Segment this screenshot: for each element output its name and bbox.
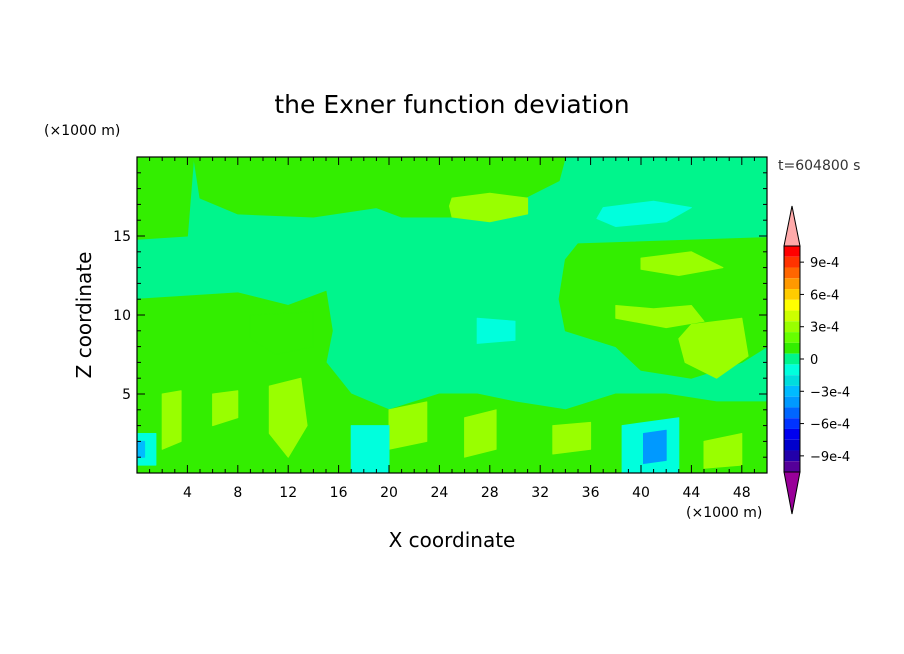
colorbar: 9e-4 6e-4 3e-4 0 −3e-4 −6e-4 −9e-4 [783,205,850,515]
y-axis-label: Z coordinate [72,252,96,379]
colorbar-label: 3e-4 [810,321,839,336]
contour-region-1 [449,192,529,223]
x-tick-label: 8 [233,485,242,501]
x-tick-label: 24 [430,485,448,501]
colorbar-swatch [784,256,800,268]
chart-title: the Exner function deviation [274,90,629,119]
contour-region-8 [137,157,195,240]
contour-region-2 [596,200,692,227]
colorbar-swatch [784,407,800,419]
x-tick-label: 40 [632,485,650,501]
colorbar-swatch [784,267,800,279]
colorbar-label: 6e-4 [810,288,839,303]
x-tick-label: 32 [531,485,549,501]
contour-region-6 [678,317,749,379]
colorbar-swatch [784,418,800,429]
colorbar-swatch [784,385,800,397]
colorbar-swatch [784,353,800,365]
x-tick-label: 20 [380,485,398,501]
colorbar-swatch [784,246,800,257]
x-axis-label: X coordinate [389,528,516,552]
y-tick-label: 15 [113,229,131,245]
colorbar-swatch [784,396,800,408]
contour-region-4 [640,251,724,276]
contour-region-16 [552,421,592,455]
x-tick-label: 44 [682,485,700,501]
y-tick-label: 5 [122,387,131,403]
contour-region-7 [476,317,516,344]
contour-region-14 [388,401,428,450]
plot-area [137,157,767,473]
x-tick-label: 4 [183,485,192,501]
contour-region-22 [137,440,146,458]
contour-region-15 [464,409,497,458]
contour-region-13 [212,390,239,427]
x-tick-label: 16 [330,485,348,501]
colorbar-label: −6e-4 [810,418,850,433]
y-axis-unit: (×1000 m) [44,123,120,139]
colorbar-top-arrow [783,205,801,247]
contour-region-5 [615,305,705,329]
x-tick-label: 12 [279,485,297,501]
colorbar-swatch [784,299,800,311]
colorbar-label: 9e-4 [810,256,839,271]
y-tick-label: 10 [113,308,131,324]
colorbar-swatch [784,364,800,376]
x-tick-label: 48 [733,485,751,501]
colorbar-swatch [784,310,800,322]
colorbar-swatch [784,375,800,386]
colorbar-swatch [784,342,800,354]
colorbar-swatch [784,289,800,300]
x-axis-unit: (×1000 m) [686,505,762,521]
colorbar-bottom-arrow [783,471,801,515]
x-tick-label: 36 [582,485,600,501]
colorbar-swatch [784,428,800,440]
contour-region-21 [643,429,667,464]
contour-region-10 [249,311,314,355]
colorbar-label: 0 [810,353,818,368]
contour-region-18 [350,425,390,473]
time-label: t=604800 s [778,158,860,174]
contour-region-11 [161,390,182,450]
colorbar-swatch [784,321,800,333]
colorbar-label: −3e-4 [810,385,850,400]
colorbar-swatch [784,332,800,343]
x-tick-label: 28 [481,485,499,501]
colorbar-swatch [784,278,800,290]
colorbar-label: −9e-4 [810,450,850,465]
colorbar-swatch [784,439,800,451]
contour-region-12 [268,377,308,458]
colorbar-swatch [784,461,800,472]
colorbar-swatch [784,450,800,462]
